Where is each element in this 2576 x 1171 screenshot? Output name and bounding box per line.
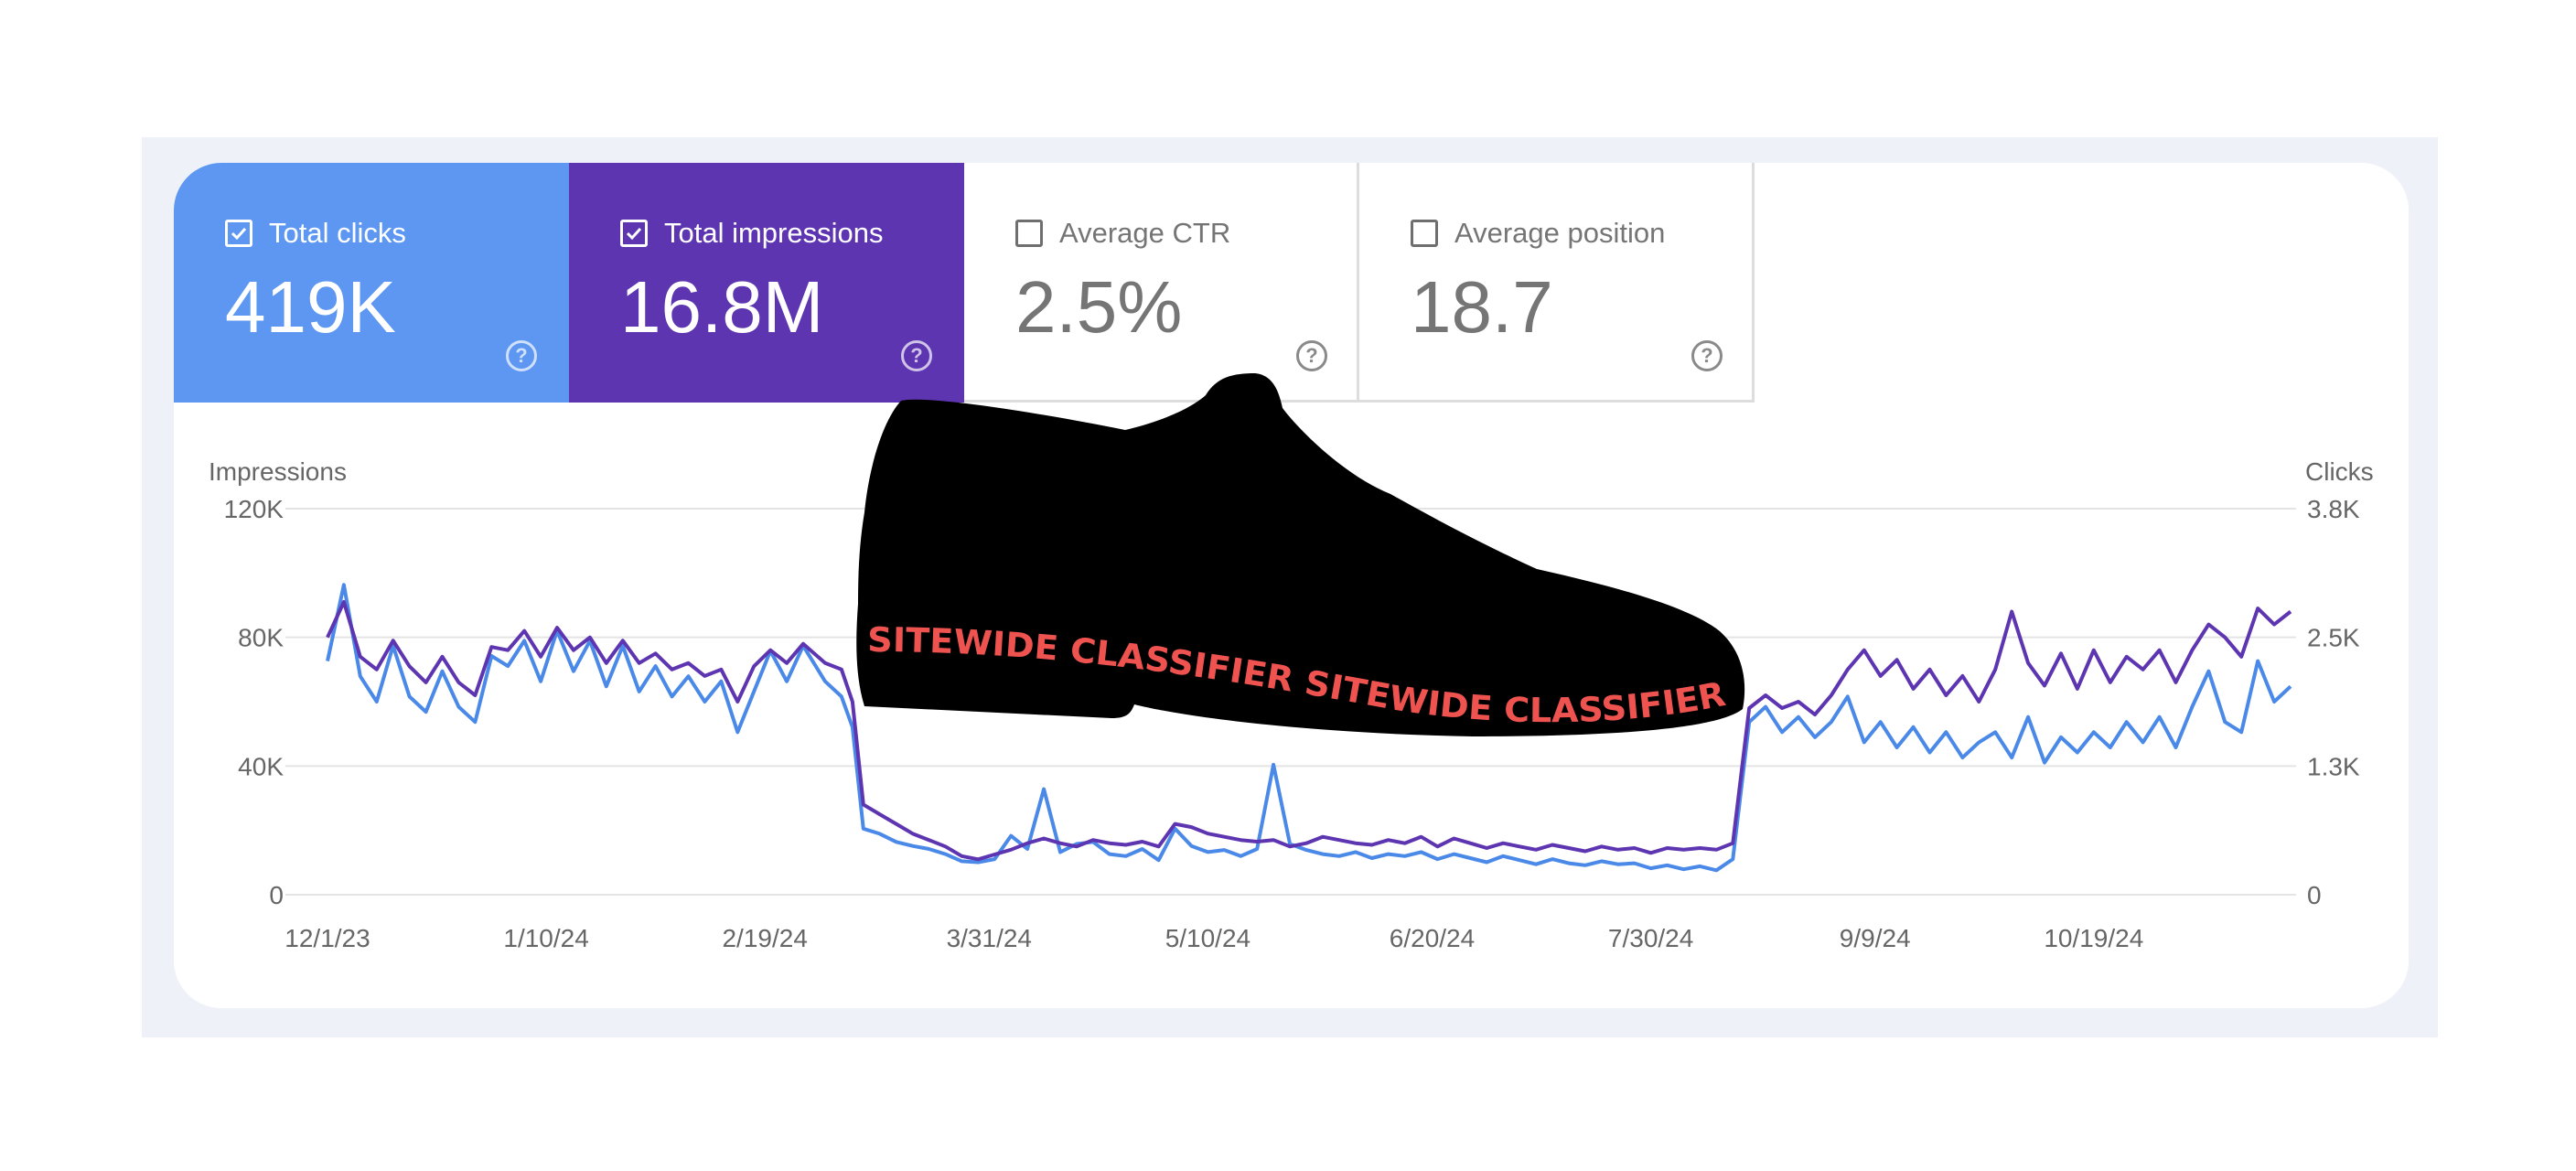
x-tick-label: 6/20/24	[1390, 924, 1475, 952]
help-icon[interactable]: ?	[1691, 340, 1723, 371]
metric-card-total-impressions[interactable]: Total impressions 16.8M ?	[569, 163, 964, 403]
right-axis-ticks: 3.8K 2.5K 1.3K 0	[2307, 495, 2360, 909]
x-tick-label: 1/10/24	[503, 924, 588, 952]
left-tick-label: 120K	[224, 495, 284, 523]
metric-label: Average CTR	[1059, 217, 1231, 249]
metric-card-average-position[interactable]: Average position 18.7 ?	[1359, 163, 1755, 403]
series-line-impressions	[326, 600, 2292, 862]
x-tick-label: 5/10/24	[1165, 924, 1250, 952]
left-tick-label: 40K	[238, 752, 284, 780]
x-tick-label: 9/9/24	[1840, 924, 1911, 952]
right-tick-label: 1.3K	[2307, 752, 2360, 780]
metric-label: Total impressions	[664, 217, 884, 249]
help-icon[interactable]: ?	[901, 340, 932, 371]
left-tick-label: 80K	[238, 624, 284, 652]
left-tick-label: 0	[269, 881, 284, 909]
metric-value: 2.5%	[1015, 266, 1183, 348]
help-icon[interactable]: ?	[1296, 340, 1327, 371]
x-tick-label: 10/19/24	[2044, 924, 2143, 952]
checkbox-checked-icon[interactable]	[225, 220, 252, 247]
checkbox-unchecked-icon[interactable]	[1411, 220, 1438, 247]
right-tick-label: 2.5K	[2307, 624, 2360, 652]
checkbox-checked-icon[interactable]	[620, 220, 648, 247]
right-tick-label: 3.8K	[2307, 495, 2360, 523]
help-icon[interactable]: ?	[506, 340, 537, 371]
metric-value: 18.7	[1411, 266, 1553, 348]
metric-card-average-ctr[interactable]: Average CTR 2.5% ?	[964, 163, 1359, 403]
series-line-clicks	[326, 583, 2292, 873]
x-tick-label: 12/1/23	[284, 924, 370, 952]
x-tick-label: 2/19/24	[722, 924, 807, 952]
metric-value: 419K	[225, 266, 396, 348]
x-tick-label: 7/30/24	[1608, 924, 1693, 952]
x-axis-ticks: 12/1/23 1/10/24 2/19/24 3/31/24 5/10/24 6/20/…	[284, 924, 2143, 952]
series-lines	[326, 583, 2292, 873]
shoe-icon: SITEWIDE CLASSIFIER SITEWIDE CLASSIFIER	[856, 373, 1745, 736]
metric-label: Total clicks	[269, 217, 406, 249]
right-axis-title: Clicks	[2305, 457, 2374, 486]
checkbox-unchecked-icon[interactable]	[1015, 220, 1043, 247]
metric-value: 16.8M	[620, 266, 824, 348]
right-tick-label: 0	[2307, 881, 2322, 909]
left-axis-title: Impressions	[209, 457, 347, 486]
x-tick-label: 3/31/24	[947, 924, 1032, 952]
left-axis-ticks: 120K 80K 40K 0	[224, 495, 284, 909]
metric-card-total-clicks[interactable]: Total clicks 419K ?	[174, 163, 569, 403]
metric-label: Average position	[1454, 217, 1666, 249]
